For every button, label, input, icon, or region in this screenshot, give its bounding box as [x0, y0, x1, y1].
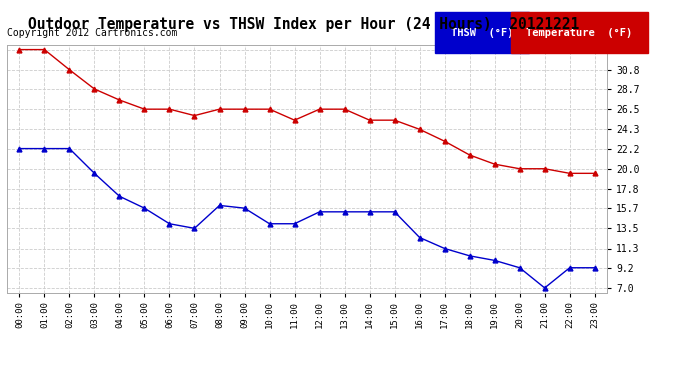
- Text: THSW  (°F): THSW (°F): [451, 28, 513, 38]
- Text: Temperature  (°F): Temperature (°F): [526, 28, 633, 38]
- Text: Copyright 2012 Cartronics.com: Copyright 2012 Cartronics.com: [7, 28, 177, 38]
- Text: Outdoor Temperature vs THSW Index per Hour (24 Hours)  20121221: Outdoor Temperature vs THSW Index per Ho…: [28, 17, 579, 32]
